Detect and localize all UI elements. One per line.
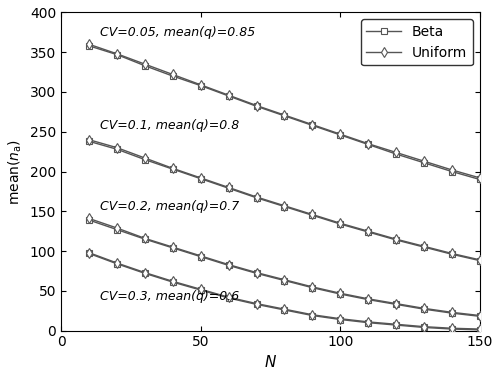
Y-axis label: mean($n_\mathrm{a}$): mean($n_\mathrm{a}$) xyxy=(7,138,24,205)
Text: CV=0.2, mean(q)=0.7: CV=0.2, mean(q)=0.7 xyxy=(100,200,239,213)
X-axis label: N: N xyxy=(265,355,276,370)
Text: CV=0.1, mean(q)=0.8: CV=0.1, mean(q)=0.8 xyxy=(100,120,239,132)
Text: CV=0.05, mean(q)=0.85: CV=0.05, mean(q)=0.85 xyxy=(100,26,256,39)
Legend: Beta, Uniform: Beta, Uniform xyxy=(360,19,473,66)
Text: CV=0.3, mean(q)=0.6: CV=0.3, mean(q)=0.6 xyxy=(100,290,239,303)
